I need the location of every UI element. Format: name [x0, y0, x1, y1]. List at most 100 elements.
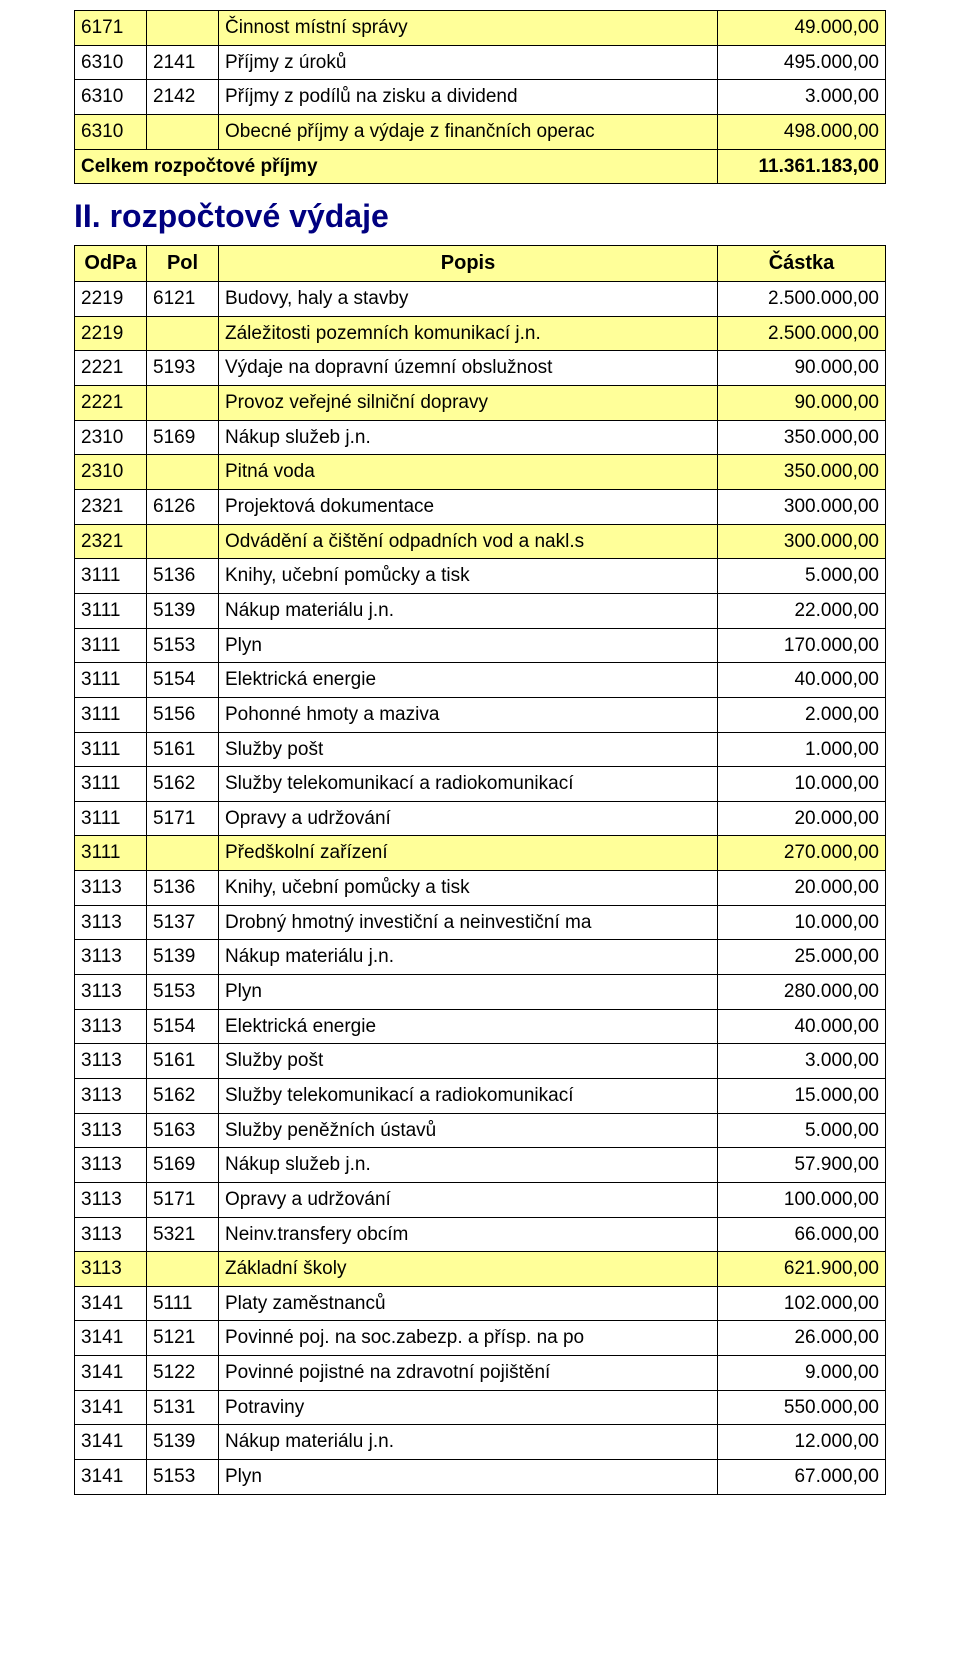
cell-pol: [147, 1252, 219, 1287]
cell-odpa: 3111: [75, 801, 147, 836]
cell-odpa: 3113: [75, 1252, 147, 1287]
cell-odpa: 6310: [75, 80, 147, 115]
cell-popis: Služby peněžních ústavů: [219, 1113, 718, 1148]
cell-pol: [147, 316, 219, 351]
cell-pol: 5122: [147, 1356, 219, 1391]
cell-popis: Výdaje na dopravní územní obslužnost: [219, 351, 718, 386]
cell-castka: 300.000,00: [718, 524, 886, 559]
cell-popis: Služby pošt: [219, 1044, 718, 1079]
table-row: 63102141Příjmy z úroků495.000,00: [75, 45, 886, 80]
cell-castka: 66.000,00: [718, 1217, 886, 1252]
cell-castka: 100.000,00: [718, 1182, 886, 1217]
table-row: 3113Základní školy621.900,00: [75, 1252, 886, 1287]
table-row: 2310 Pitná voda350.000,00: [75, 455, 886, 490]
cell-popis: Služby telekomunikací a radiokomunikací: [219, 1078, 718, 1113]
cell-pol: 5121: [147, 1321, 219, 1356]
cell-popis: Pitná voda: [219, 455, 718, 490]
cell-castka: 350.000,00: [718, 420, 886, 455]
cell-castka: 20.000,00: [718, 801, 886, 836]
cell-popis: Plyn: [219, 1459, 718, 1494]
cell-odpa: 2221: [75, 351, 147, 386]
cell-pol: 5163: [147, 1113, 219, 1148]
table-row: 31135171Opravy a udržování100.000,00: [75, 1182, 886, 1217]
cell-popis: Neinv.transfery obcím: [219, 1217, 718, 1252]
cell-pol: 5136: [147, 871, 219, 906]
table-row: 63102142Příjmy z podílů na zisku a divid…: [75, 80, 886, 115]
cell-castka: 67.000,00: [718, 1459, 886, 1494]
cell-popis: Obecné příjmy a výdaje z finančních oper…: [219, 114, 718, 149]
cell-popis: Záležitosti pozemních komunikací j.n.: [219, 316, 718, 351]
cell-pol: 5156: [147, 697, 219, 732]
cell-pol: 5161: [147, 1044, 219, 1079]
cell-castka: 40.000,00: [718, 1009, 886, 1044]
table-row: 31115171Opravy a udržování20.000,00: [75, 801, 886, 836]
cell-odpa: 3113: [75, 871, 147, 906]
cell-castka: 26.000,00: [718, 1321, 886, 1356]
cell-pol: 5162: [147, 767, 219, 802]
cell-castka: 10.000,00: [718, 767, 886, 802]
cell-castka: 495.000,00: [718, 45, 886, 80]
cell-popis: Odvádění a čištění odpadních vod a nakl.…: [219, 524, 718, 559]
cell-pol: 5153: [147, 628, 219, 663]
table-row: 23216126Projektová dokumentace300.000,00: [75, 490, 886, 525]
cell-pol: 2142: [147, 80, 219, 115]
cell-castka: 5.000,00: [718, 559, 886, 594]
table-row: 6310Obecné příjmy a výdaje z finančních …: [75, 114, 886, 149]
cell-castka: 621.900,00: [718, 1252, 886, 1287]
cell-pol: 5169: [147, 420, 219, 455]
cell-pol: 5321: [147, 1217, 219, 1252]
table-row: 2321Odvádění a čištění odpadních vod a n…: [75, 524, 886, 559]
header-castka: Částka: [718, 246, 886, 282]
cell-odpa: 3141: [75, 1425, 147, 1460]
table-row: 31135162Služby telekomunikací a radiokom…: [75, 1078, 886, 1113]
table-row: 31135139Nákup materiálu j.n.25.000,00: [75, 940, 886, 975]
cell-popis: Plyn: [219, 628, 718, 663]
cell-odpa: 3111: [75, 732, 147, 767]
cell-popis: Elektrická energie: [219, 1009, 718, 1044]
table-row: 22215193Výdaje na dopravní územní obsluž…: [75, 351, 886, 386]
cell-castka: 1.000,00: [718, 732, 886, 767]
cell-pol: 5139: [147, 940, 219, 975]
cell-odpa: 3111: [75, 767, 147, 802]
budget-table-2: OdPaPolPopisČástka22196121Budovy, haly a…: [74, 245, 886, 1494]
table-row: 31135136Knihy, učební pomůcky a tisk20.0…: [75, 871, 886, 906]
cell-pol: 5136: [147, 559, 219, 594]
cell-odpa: 6171: [75, 11, 147, 46]
cell-castka: 102.000,00: [718, 1286, 886, 1321]
cell-odpa: 2310: [75, 420, 147, 455]
cell-popis: Nákup materiálu j.n.: [219, 593, 718, 628]
cell-castka: 2.000,00: [718, 697, 886, 732]
cell-pol: 5137: [147, 905, 219, 940]
cell-pol: 5171: [147, 1182, 219, 1217]
cell-castka: 3.000,00: [718, 1044, 886, 1079]
cell-odpa: 3113: [75, 905, 147, 940]
table-row: 31115136Knihy, učební pomůcky a tisk5.00…: [75, 559, 886, 594]
cell-pol: 5193: [147, 351, 219, 386]
total-label: Celkem rozpočtové příjmy: [75, 149, 718, 184]
cell-popis: Elektrická energie: [219, 663, 718, 698]
table-row: 31135161Služby pošt3.000,00: [75, 1044, 886, 1079]
table-row: 31135163Služby peněžních ústavů5.000,00: [75, 1113, 886, 1148]
cell-popis: Projektová dokumentace: [219, 490, 718, 525]
cell-popis: Předškolní zařízení: [219, 836, 718, 871]
cell-castka: 550.000,00: [718, 1390, 886, 1425]
budget-table-1: 6171Činnost místní správy49.000,00631021…: [74, 10, 886, 184]
cell-odpa: 3141: [75, 1286, 147, 1321]
cell-castka: 498.000,00: [718, 114, 886, 149]
cell-odpa: 3113: [75, 1182, 147, 1217]
cell-castka: 270.000,00: [718, 836, 886, 871]
table-row: 31415111Platy zaměstnanců102.000,00: [75, 1286, 886, 1321]
cell-castka: 350.000,00: [718, 455, 886, 490]
cell-odpa: 2321: [75, 490, 147, 525]
cell-odpa: 3111: [75, 628, 147, 663]
cell-odpa: 2310: [75, 455, 147, 490]
table-row: 31135169Nákup služeb j.n.57.900,00: [75, 1148, 886, 1183]
cell-pol: 5111: [147, 1286, 219, 1321]
cell-odpa: 3113: [75, 940, 147, 975]
table-row: 31115162Služby telekomunikací a radiokom…: [75, 767, 886, 802]
cell-popis: Povinné pojistné na zdravotní pojištění: [219, 1356, 718, 1391]
cell-odpa: 3113: [75, 1148, 147, 1183]
cell-pol: 5153: [147, 1459, 219, 1494]
cell-castka: 3.000,00: [718, 80, 886, 115]
cell-pol: 5139: [147, 1425, 219, 1460]
